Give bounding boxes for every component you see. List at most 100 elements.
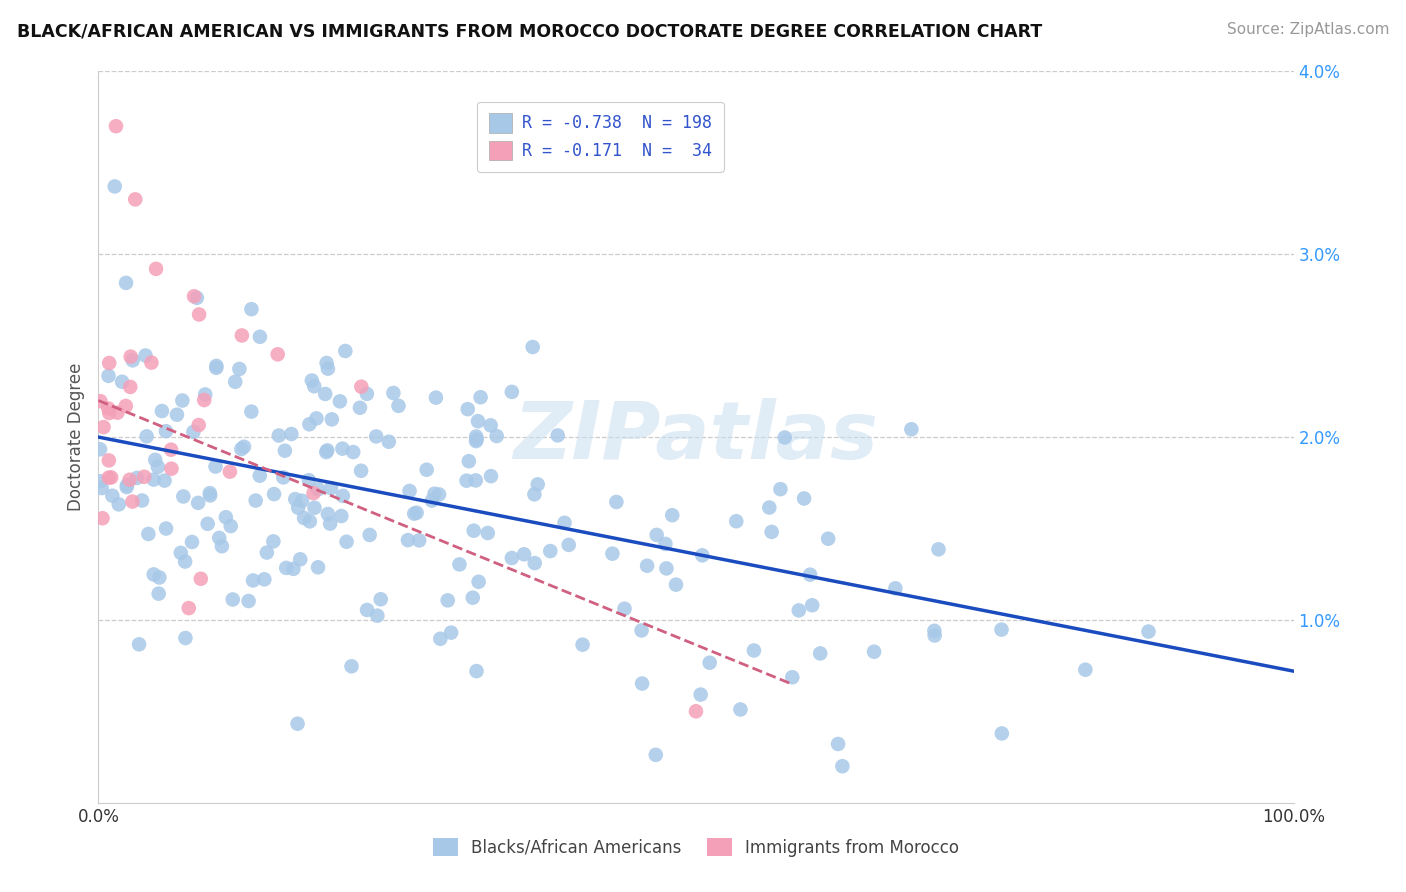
Point (465, 429, 488, 443)
Point (198, 488, 221, 502)
Point (187, 418, 209, 433)
Point (461, 591, 484, 605)
Point (479, 418, 502, 433)
Point (404, 507, 426, 521)
Point (233, 440, 256, 454)
Point (801, 599, 824, 613)
Point (366, 608, 388, 623)
Point (314, 387, 336, 401)
Point (330, 509, 353, 524)
Point (242, 574, 264, 588)
Point (146, 459, 169, 474)
Point (287, 716, 309, 731)
Point (398, 483, 420, 498)
Point (470, 390, 492, 404)
Point (307, 482, 329, 496)
Point (689, 688, 711, 702)
Point (194, 387, 217, 401)
Point (332, 442, 354, 456)
Point (107, 497, 129, 511)
Point (107, 406, 129, 420)
Point (692, 549, 714, 563)
Text: Source: ZipAtlas.com: Source: ZipAtlas.com (1226, 22, 1389, 37)
Point (479, 469, 502, 483)
Point (290, 552, 312, 566)
Point (636, 558, 658, 573)
Point (120, 380, 142, 394)
Point (153, 474, 176, 488)
Point (316, 443, 339, 458)
Point (787, 603, 810, 617)
Point (219, 465, 242, 479)
Point (538, 544, 561, 558)
Point (155, 424, 177, 438)
Point (456, 474, 478, 488)
Point (141, 356, 163, 370)
Point (661, 508, 683, 523)
Point (115, 478, 138, 492)
Point (423, 486, 446, 500)
Point (298, 473, 321, 487)
Point (128, 637, 150, 651)
Point (304, 500, 326, 515)
Point (863, 645, 886, 659)
Point (315, 356, 337, 370)
Point (685, 704, 707, 718)
Point (467, 574, 489, 589)
Point (457, 402, 479, 417)
Point (464, 474, 486, 488)
Point (283, 562, 305, 576)
Point (160, 461, 183, 475)
Point (249, 468, 271, 483)
Point (645, 528, 668, 542)
Point (782, 670, 804, 684)
Point (307, 560, 329, 574)
Point (605, 495, 627, 509)
Point (224, 375, 246, 389)
Point (665, 577, 688, 591)
Point (90, 481, 112, 495)
Point (699, 656, 721, 670)
Point (222, 592, 245, 607)
Text: BLACK/AFRICAN AMERICAN VS IMMIGRANTS FROM MOROCCO DOCTORATE DEGREE CORRELATION C: BLACK/AFRICAN AMERICAN VS IMMIGRANTS FRO… (17, 22, 1042, 40)
Point (655, 561, 678, 575)
Point (630, 624, 652, 638)
Point (256, 545, 278, 559)
Point (121, 353, 143, 368)
Point (349, 401, 371, 415)
Point (118, 473, 141, 487)
Point (121, 494, 143, 508)
Point (769, 482, 792, 496)
Point (298, 417, 321, 432)
Point (831, 759, 853, 773)
Point (302, 379, 325, 393)
Point (991, 726, 1014, 740)
Point (523, 487, 546, 501)
Point (927, 542, 949, 557)
Point (142, 473, 165, 487)
Point (465, 664, 488, 678)
Point (97, 368, 120, 383)
Point (501, 551, 523, 566)
Point (204, 459, 226, 474)
Point (1074, 663, 1097, 677)
Point (758, 500, 780, 515)
Point (160, 442, 183, 457)
Point (97, 453, 120, 467)
Point (827, 737, 849, 751)
Point (228, 362, 250, 376)
Point (174, 631, 197, 645)
Point (131, 493, 153, 508)
Point (305, 411, 328, 425)
Point (513, 547, 536, 561)
Point (211, 539, 233, 553)
Point (449, 558, 471, 572)
Point (429, 632, 451, 646)
Point (187, 496, 209, 510)
Point (111, 375, 134, 389)
Point (613, 601, 636, 615)
Point (186, 291, 208, 305)
Point (183, 425, 205, 439)
Point (557, 538, 579, 552)
Point (263, 487, 285, 501)
